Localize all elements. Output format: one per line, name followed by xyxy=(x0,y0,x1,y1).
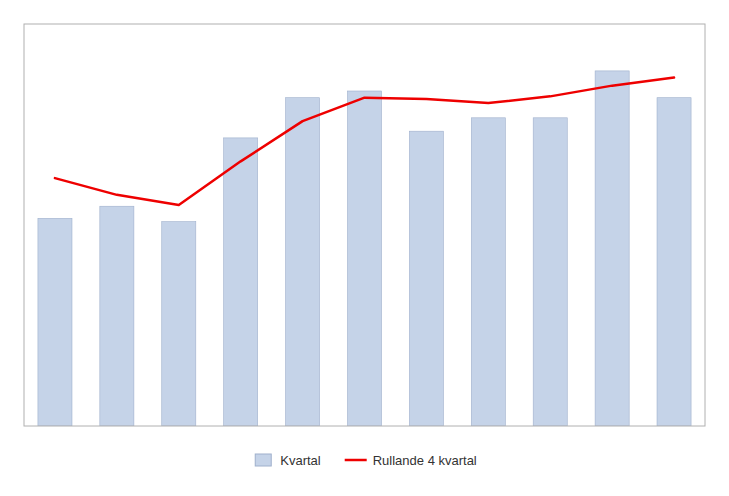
bar xyxy=(471,118,505,426)
bar xyxy=(595,71,629,426)
plot-marks xyxy=(38,71,691,426)
legend-label: Rullande 4 kvartal xyxy=(373,453,477,468)
bar xyxy=(162,222,196,426)
plot-frame xyxy=(24,24,705,426)
bar xyxy=(533,118,567,426)
legend-label: Kvartal xyxy=(280,453,321,468)
bar xyxy=(38,218,72,426)
bar xyxy=(409,131,443,426)
legend: Kvartal Rullande 4 kvartal xyxy=(255,453,477,468)
chart-svg: Kvartal Rullande 4 kvartal xyxy=(0,0,729,496)
line xyxy=(55,78,674,205)
bar xyxy=(224,138,258,426)
legend-swatch xyxy=(255,454,271,466)
bar xyxy=(347,91,381,426)
bar xyxy=(100,206,134,426)
bar xyxy=(286,98,320,426)
bar xyxy=(657,98,691,426)
legend-item: Kvartal xyxy=(255,453,321,468)
legend-swatch xyxy=(345,459,367,462)
legend-item: Rullande 4 kvartal xyxy=(345,453,477,468)
chart-container: Kvartal Rullande 4 kvartal xyxy=(0,0,729,496)
plot-background xyxy=(24,24,705,426)
